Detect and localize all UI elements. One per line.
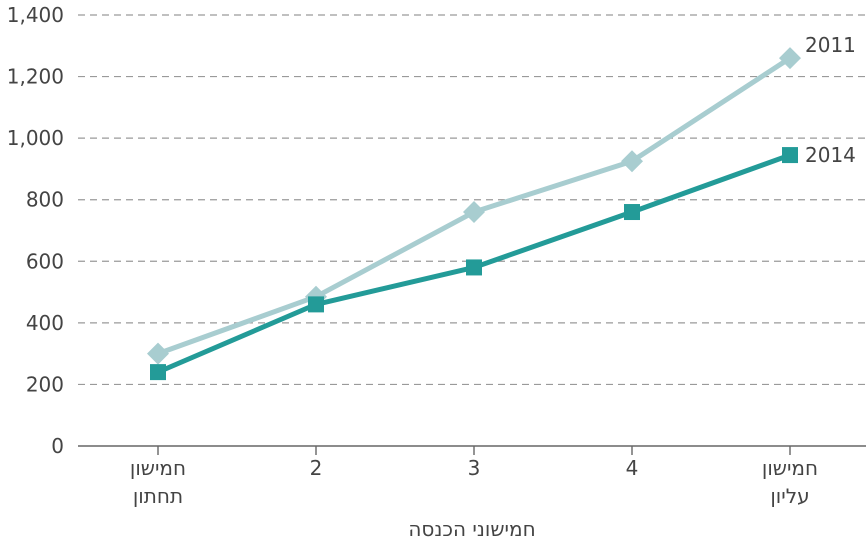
- data-point: [621, 150, 643, 173]
- data-point: [624, 204, 640, 221]
- gridlines: [78, 14, 866, 386]
- x-tick-label: 4: [626, 456, 639, 480]
- data-point: [308, 296, 324, 313]
- data-point: [782, 147, 798, 164]
- y-tick-label: 1,400: [7, 3, 64, 27]
- y-tick-label: 400: [26, 311, 64, 335]
- y-tick-label: 1,200: [7, 65, 64, 89]
- y-tick-label: 600: [26, 249, 64, 273]
- y-tick-label: 0: [51, 434, 64, 458]
- y-tick-label: 200: [26, 372, 64, 396]
- y-axis-ticks: 0 200 400 600 800 1,000 1,200 1,400: [7, 3, 64, 458]
- y-tick-label: 800: [26, 188, 64, 212]
- x-axis-title: חמישוני הכנסה: [408, 517, 535, 541]
- data-point: [779, 47, 801, 70]
- x-tick-label: 2: [310, 456, 323, 480]
- x-tick-label: חמישון תחתון: [130, 456, 186, 508]
- x-axis-categories: חמישון תחתון 2 3 4 חמישון עליון: [130, 456, 818, 508]
- x-axis: [78, 445, 866, 455]
- data-point: [150, 364, 166, 381]
- y-tick-label: 1,000: [7, 126, 64, 150]
- series-2011: 2011: [147, 33, 856, 365]
- series-label: 2014: [805, 143, 856, 167]
- x-tick-label: 3: [468, 456, 481, 480]
- series-label: 2011: [805, 33, 856, 57]
- series-layer: 2011 2014: [147, 33, 856, 381]
- data-point: [147, 342, 169, 365]
- data-point: [466, 259, 482, 276]
- data-point: [463, 201, 485, 224]
- series-2014: 2014: [150, 143, 856, 381]
- x-tick-label: חמישון עליון: [762, 456, 818, 508]
